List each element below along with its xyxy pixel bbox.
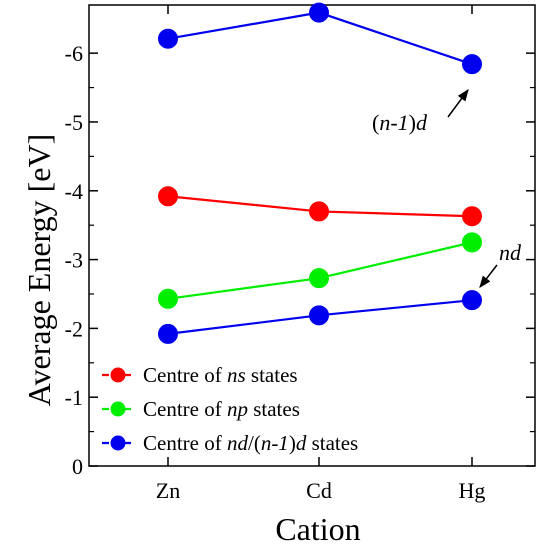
legend-label-ns-part: ns <box>227 363 246 387</box>
annotation-nd-label-part: nd <box>499 240 522 265</box>
legend-label-nd: Centre of nd/(n-1)d states <box>143 431 358 455</box>
legend-label-np-part: np <box>227 397 248 421</box>
annotation-nd-label: nd <box>499 240 522 265</box>
y-tick-label: -6 <box>65 41 83 66</box>
data-point-nd <box>462 290 482 311</box>
legend-label-nd-part: nd <box>227 431 249 455</box>
annotations: (n-1)d nd <box>372 89 522 288</box>
legend-label-np-part: Centre of <box>143 397 227 421</box>
x-tick-label: Hg <box>459 478 486 503</box>
legend-label-nd-part: Centre of <box>143 431 227 455</box>
annotation-n1d-label-part: ) <box>409 110 416 135</box>
y-tick-label: -3 <box>65 248 83 273</box>
y-tick-label: -4 <box>65 179 83 204</box>
annotation-nd-arrow <box>479 264 498 288</box>
plot-frame-rect <box>88 4 536 467</box>
series-layer <box>158 2 482 344</box>
data-point-ns <box>158 186 178 207</box>
x-tick-label: Cd <box>306 478 332 503</box>
x-axis-title: Cation <box>275 511 360 547</box>
y-tick-label: 0 <box>72 454 83 479</box>
y-tick-label: -5 <box>65 110 83 135</box>
data-point-np <box>309 268 329 289</box>
annotation-n1d-label-part: d <box>416 110 428 135</box>
y-tick-label: -1 <box>65 385 83 410</box>
series-nd <box>158 290 482 344</box>
legend-label-nd-part: n-1 <box>261 431 289 455</box>
annotation-n1d-label: (n-1)d <box>372 110 428 135</box>
data-point-n1d <box>462 54 482 75</box>
data-point-n1d <box>158 28 178 49</box>
legend-marker-np <box>110 401 126 417</box>
data-point-nd <box>158 323 178 344</box>
axis-ticks: 0 -1 -2 -3 -4 -5 -6 Zn Cd Hg <box>65 5 535 503</box>
legend-marker-nd <box>110 435 126 451</box>
legend-label-nd-part: states <box>306 431 358 455</box>
data-point-ns <box>309 201 329 222</box>
data-point-nd <box>309 305 329 326</box>
data-point-np <box>462 232 482 253</box>
series-ns <box>158 186 482 227</box>
legend-label-np: Centre of np states <box>143 397 300 421</box>
legend-label-ns: Centre of ns states <box>143 363 298 387</box>
legend-entry-np: Centre of np states <box>102 397 300 421</box>
annotation-n1d-arrow <box>447 89 469 118</box>
y-axis-title: Average Energy [eV] <box>21 134 57 406</box>
x-tick-label: Zn <box>156 478 180 503</box>
data-point-np <box>158 288 178 309</box>
legend-entry-ns: Centre of ns states <box>102 363 298 387</box>
y-tick-label: -2 <box>65 316 83 341</box>
data-point-ns <box>462 206 482 227</box>
series-n1d <box>158 2 482 75</box>
data-point-n1d <box>309 2 329 23</box>
legend-entry-nd: Centre of nd/(n-1)d states <box>102 431 358 455</box>
legend-label-np-part: states <box>248 397 300 421</box>
legend-label-nd-part: /( <box>248 431 261 455</box>
annotation-n1d-label-part: ( <box>372 110 379 135</box>
legend-label-nd-part: d <box>296 431 307 455</box>
legend-label-nd-part: ) <box>289 431 296 455</box>
legend-label-ns-part: states <box>246 363 298 387</box>
legend-marker-ns <box>110 367 126 383</box>
plot-frame <box>88 4 536 467</box>
series-np <box>158 232 482 309</box>
legend-label-ns-part: Centre of <box>143 363 227 387</box>
annotation-n1d-label-part: n-1 <box>379 110 408 135</box>
